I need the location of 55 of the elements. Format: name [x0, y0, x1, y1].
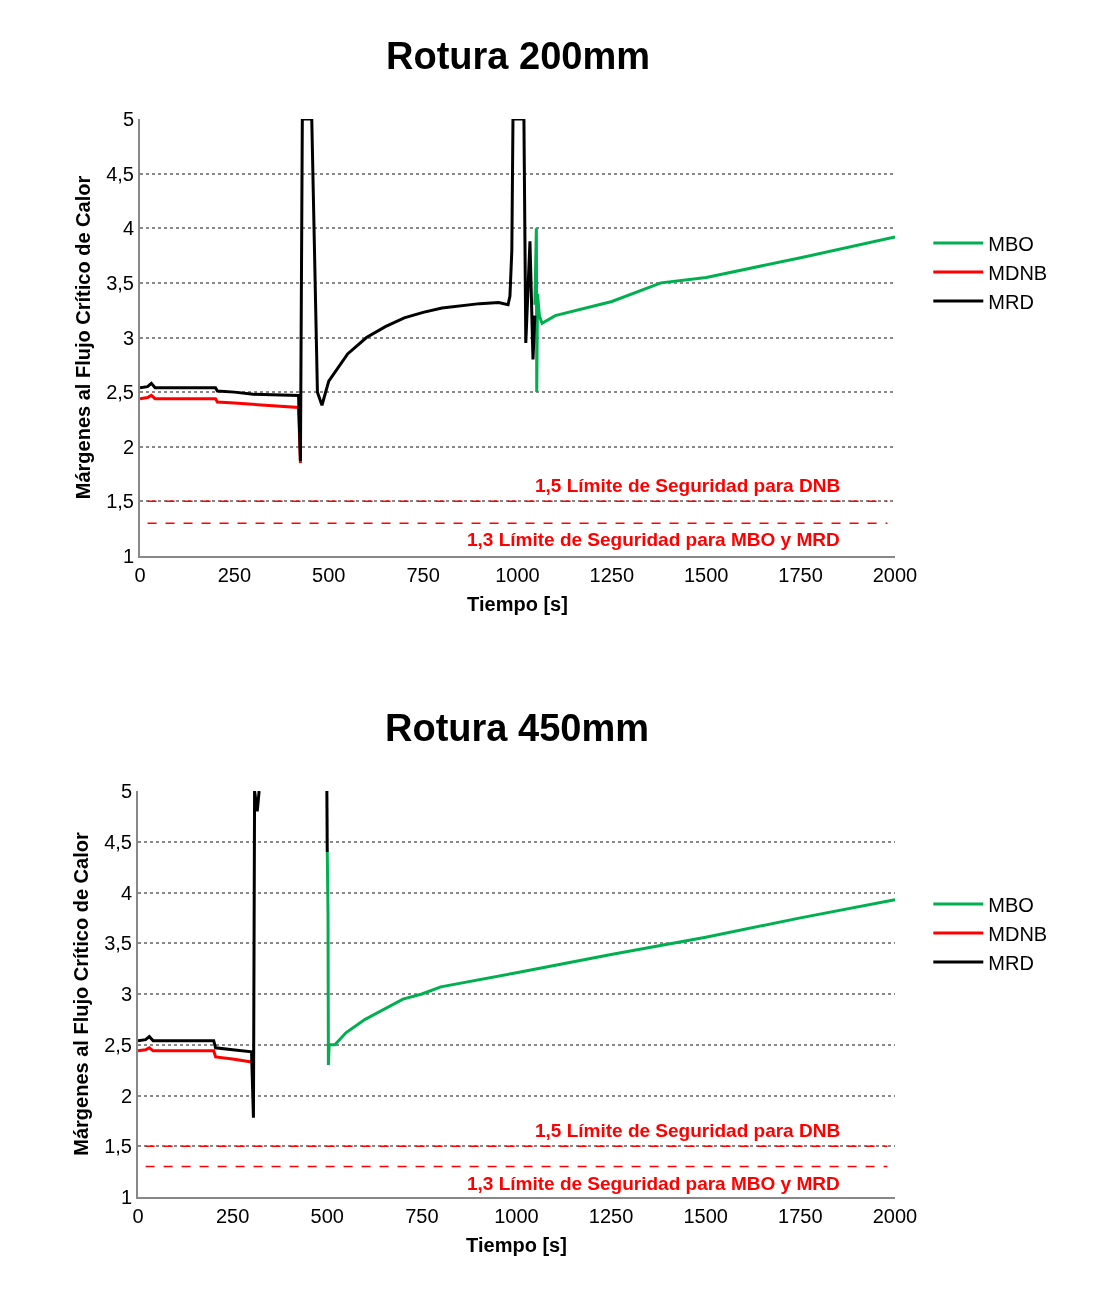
- y-tick-label: 4: [120, 881, 132, 904]
- legend-label: MDNB: [988, 922, 1048, 945]
- x-tick-label: 0: [132, 1205, 144, 1227]
- y-tick-label: 3: [120, 983, 132, 1005]
- x-tick-label: 1500: [684, 564, 729, 586]
- y-tick-label: 2,5: [104, 1033, 132, 1056]
- y-tick-label: 3: [122, 326, 134, 349]
- ref-line-label: 1,3 Límite de Seguridad para MBO y MRD: [467, 529, 840, 550]
- x-tick-label: 1000: [495, 564, 540, 586]
- y-tick-label: 1,5: [104, 1135, 132, 1158]
- legend-label: MBO: [988, 893, 1034, 916]
- x-tick-label: 500: [310, 1205, 344, 1227]
- ref-line-label: 1,3 Límite de Seguridad para MBO y MRD: [467, 1173, 840, 1194]
- y-tick-label: 1: [120, 1186, 132, 1208]
- y-tick-label: 1,5: [106, 490, 134, 513]
- y-tick-label: 2: [122, 435, 134, 458]
- y-axis-title: Márgenes al Flujo Crítico de Calor: [70, 832, 93, 1156]
- legend-label: MRD: [988, 290, 1034, 313]
- y-tick-label: 3,5: [106, 271, 134, 294]
- x-tick-label: 500: [312, 564, 346, 586]
- x-tick-label: 750: [406, 564, 440, 586]
- x-tick-label: 2000: [872, 1205, 918, 1227]
- x-tick-label: 1000: [494, 1205, 539, 1227]
- x-axis-title: Tiempo [s]: [467, 593, 568, 615]
- y-tick-label: 1: [122, 545, 134, 567]
- x-tick-label: 0: [134, 564, 146, 586]
- x-tick-label: 1250: [588, 1205, 634, 1227]
- y-tick-label: 4,5: [106, 162, 134, 185]
- legend-label: MRD: [988, 951, 1034, 974]
- chart-title: Rotura 200mm: [386, 35, 650, 77]
- line-series: [325, 850, 895, 1067]
- y-tick-label: 4,5: [104, 830, 132, 853]
- y-tick-label: 5: [122, 108, 134, 130]
- x-tick-label: 1750: [778, 1205, 823, 1227]
- y-tick-label: 5: [120, 780, 132, 802]
- y-tick-label: 4: [122, 217, 134, 240]
- legend-label: MBO: [988, 232, 1034, 255]
- x-tick-label: 750: [405, 1205, 439, 1227]
- chart-title: Rotura 450mm: [385, 707, 649, 749]
- x-tick-label: 1750: [778, 564, 823, 586]
- y-tick-label: 2,5: [106, 381, 134, 404]
- x-tick-label: 1250: [589, 564, 635, 586]
- x-tick-label: 2000: [872, 564, 918, 586]
- line-series: [533, 226, 895, 394]
- x-tick-label: 250: [217, 564, 252, 586]
- y-axis-title: Márgenes al Flujo Crítico de Calor: [72, 175, 95, 500]
- x-axis-title: Tiempo [s]: [466, 1234, 567, 1256]
- x-tick-label: 1500: [683, 1205, 728, 1227]
- x-tick-label: 250: [215, 1205, 250, 1227]
- legend-label: MDNB: [988, 261, 1048, 284]
- y-tick-label: 3,5: [104, 932, 132, 955]
- ref-line-label: 1,5 Límite de Seguridad para DNB: [535, 1120, 841, 1141]
- y-tick-label: 2: [120, 1084, 132, 1107]
- line-series: [140, 119, 537, 463]
- ref-line-label: 1,5 Límite de Seguridad para DNB: [535, 475, 841, 496]
